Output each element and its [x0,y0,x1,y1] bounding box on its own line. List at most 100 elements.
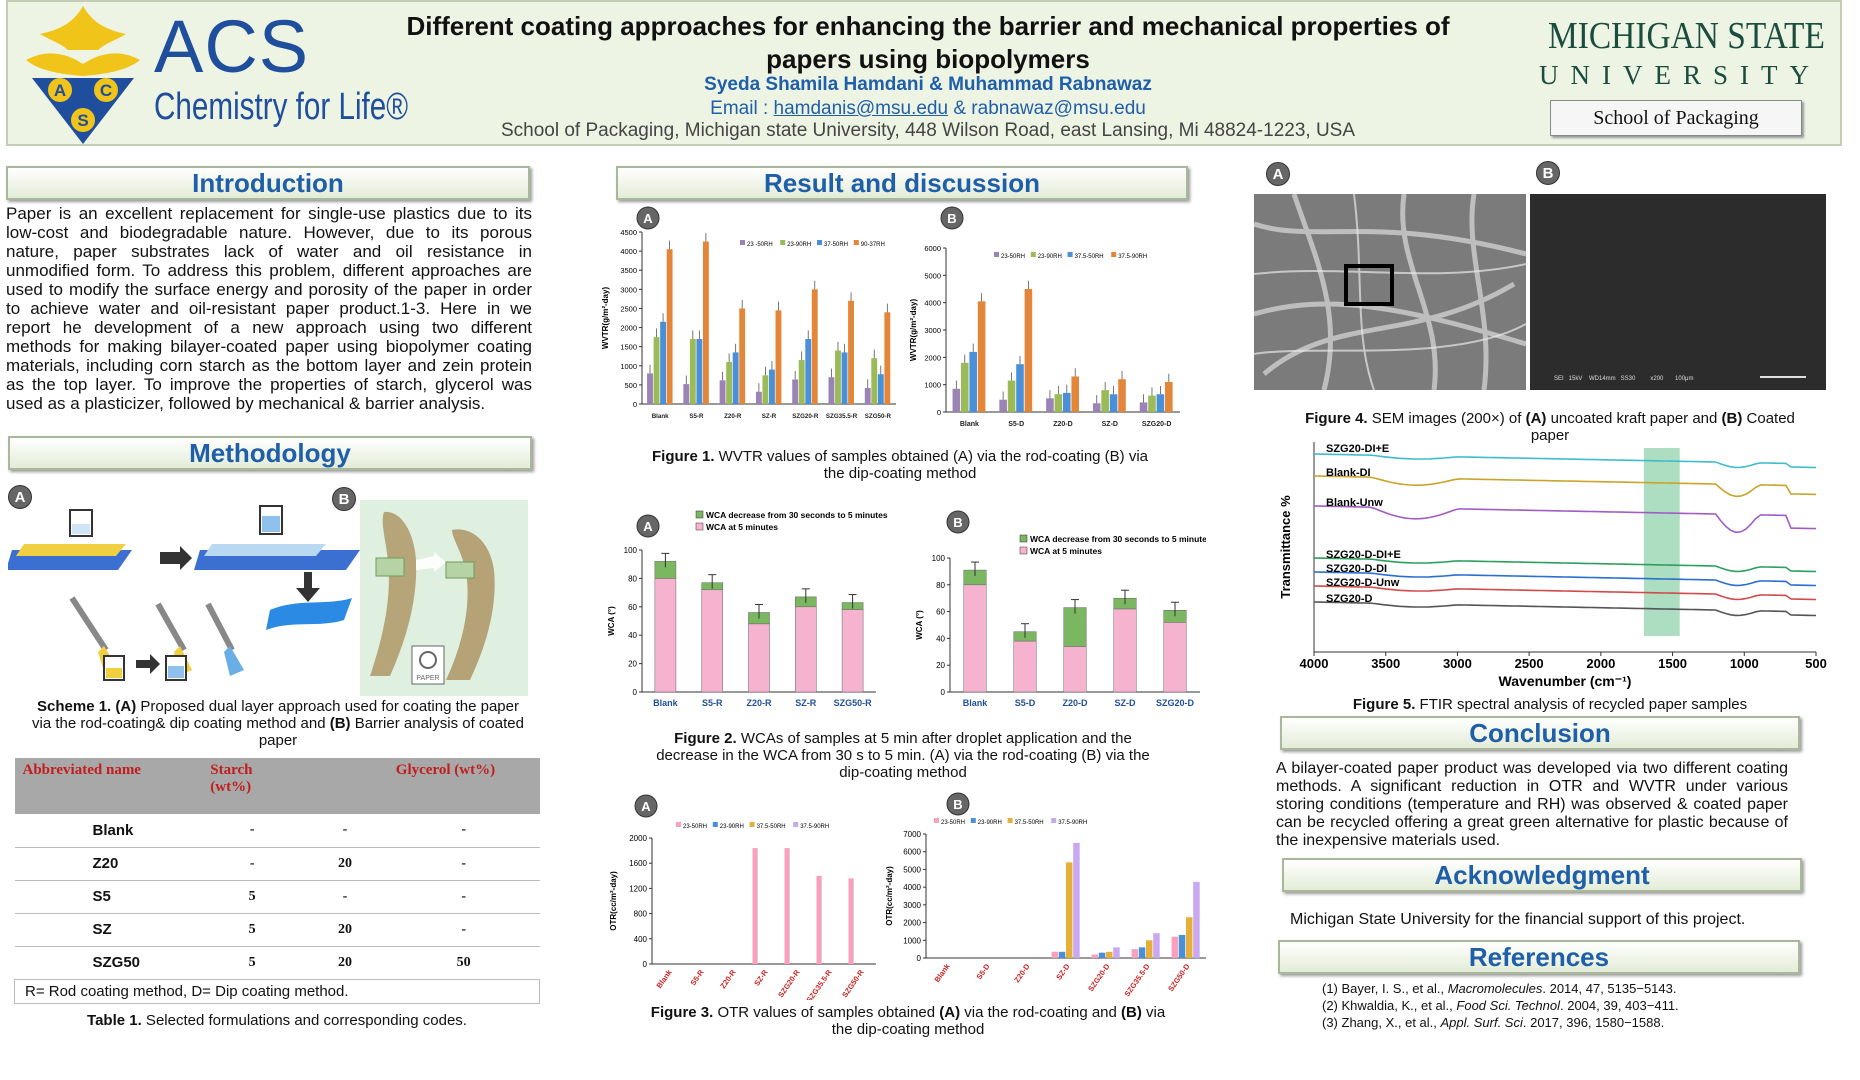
bar [1058,951,1066,958]
sem-panel-a-label: A [1266,162,1290,186]
legend-label: 23-50RH [1001,254,1025,260]
spectrum-line [1313,475,1817,498]
formulation-table: Abbreviated name Starch (wt%) Glycerol (… [14,758,540,1004]
bar [835,350,841,404]
figure-5-caption-bold: Figure 5. [1352,696,1416,713]
legend-swatch [740,240,745,245]
y-tick-label: 0 [643,960,648,969]
email-separator: & [948,98,972,119]
spectrum-line [1313,585,1817,601]
table-row: Blank - - - [14,814,540,848]
x-tick-label: 3500 [1371,656,1400,671]
bar [1186,917,1193,958]
figure-4-caption-mid: SEM images (200×) of [1367,410,1526,427]
x-tick-label: SZG20-D [1086,962,1112,994]
sem-panel-b-label: B [1536,161,1560,185]
scheme-1-caption-end: Barrier analysis of coated paper [258,715,524,749]
figure-5-caption: Figure 5. FTIR spectral analysis of recy… [1290,696,1810,713]
legend-label: WCA at 5 minutes [706,522,778,532]
references-list: (1) Bayer, I. S., et al., Macromolecules… [1322,980,1679,1031]
bar [1118,379,1126,412]
bar [1106,951,1113,958]
poster-authors: Syeda Shamila Hamdani & Muhammad Rabnawa… [704,74,1152,95]
x-tick-label: S5-D [1008,421,1024,428]
y-tick-label: 7000 [903,830,921,839]
figure-4-caption-a: (A) [1525,410,1547,427]
x-tick-label: S5-D [974,962,992,982]
x-tick-label: 1500 [1658,656,1687,671]
figure-1b-chart: B 0 1000 2000 3000 4000 5000 6000 WVTR(g/m²-day)… [909,206,1180,428]
acs-letter-a: A [54,81,66,100]
y-tick-label: 20 [936,661,945,670]
bar [1163,622,1187,693]
table-cell: 5 [202,913,303,947]
bar [841,352,848,404]
bar [1051,951,1059,958]
table-cell: - [202,847,303,881]
introduction-text: Paper is an excellent replacement for si… [6,204,532,413]
table-cell: 20 [302,946,388,980]
table-1-caption-text: Selected formulations and corresponding … [141,1012,467,1029]
x-tick-label: SZ-R [762,413,777,420]
sem-scale-text: SEI 15kV WD14mm SS30 x200 100μm [1554,376,1694,382]
bar [683,384,690,404]
y-tick-label: 1000 [924,381,941,390]
bar [702,241,709,404]
figure-2-caption: Figure 2. WCAs of samples at 5 min after… [648,730,1158,781]
figure-4-caption-b: (B) [1721,410,1743,427]
table-cell: SZ [14,913,203,947]
bar [654,578,677,693]
beaker-icon [103,655,125,681]
y-tick-label: 400 [634,935,648,944]
x-tick-label: 500 [1805,656,1827,671]
panel-label: B [947,211,956,226]
legend-label: 37.5-50RH [1075,254,1104,260]
y-tick-label: 4000 [924,299,941,308]
figure-4-caption-mid2: uncoated kraft paper and [1546,410,1722,427]
legend-swatch [712,822,718,827]
bar [784,848,790,964]
bar [1054,394,1063,412]
panel-label-badge [634,794,658,818]
bar [1138,947,1146,958]
bar [848,300,854,404]
spectrum-line [1313,453,1817,469]
spatula-icon [205,602,244,676]
msu-university-wordmark: UNIVERSITY [1539,60,1821,90]
legend-swatch [1051,818,1057,823]
bar [1139,402,1148,412]
bar [811,289,818,404]
y-tick-label: 0 [633,400,637,409]
table-header-row: Abbreviated name Starch (wt%) Glycerol (… [14,758,540,814]
y-axis-label: Transmittance % [1278,495,1293,599]
email-link-1[interactable]: hamdanis@msu.edu [773,98,949,119]
table-cell: S5 [14,880,203,914]
series-label: Blank-DI [1326,467,1371,479]
y-axis-label: WCA (°) [915,610,924,640]
scheme-1-caption: Scheme 1. (A) Proposed dual layer approa… [26,698,530,749]
x-tick-label: SZG50-D [1166,962,1192,994]
bar [653,337,660,404]
table-cell: - [387,880,540,914]
bar [1171,936,1179,958]
legend-label: 37.5-50RH [1015,820,1044,826]
y-tick-label: 2000 [903,919,921,928]
series-label: SZG20-D-Unw [1326,577,1400,589]
bar [647,373,653,404]
legend-swatch [780,240,786,245]
x-tick-label: 3000 [1443,656,1472,671]
bar [1131,949,1139,958]
scheme-1-caption-mid: Proposed dual layer approach used for co… [32,698,519,732]
figure-5-caption-text: FTIR spectral analysis of recycled paper… [1415,696,1748,713]
email-line: Email : hamdanis@msu.edu & rabnawaz@msu.… [368,98,1488,120]
email-link-2[interactable]: rabnawaz@msu.edu [971,98,1146,119]
x-tick-label: Blank [933,961,953,984]
bar [666,249,673,404]
series-label: Blank-Unw [1326,497,1383,509]
figure-4-caption: Figure 4. SEM images (200×) of (A) uncoa… [1290,410,1810,444]
x-tick-label: Blank [653,698,679,708]
methodology-heading: Methodology [8,436,532,470]
legend-swatch [1019,534,1028,543]
bar [719,380,726,404]
table-row: SZ 5 20 - [14,913,540,947]
